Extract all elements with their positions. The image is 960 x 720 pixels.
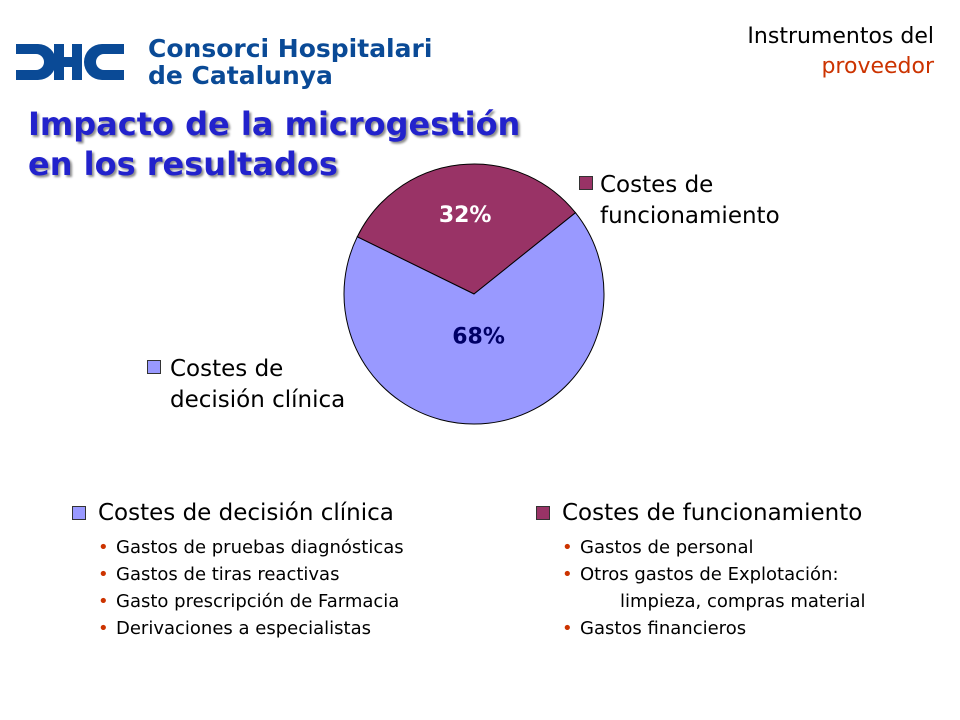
list-item-text: Gastos de tiras reactivas — [116, 564, 340, 585]
callout-decision-line2: decisión clínica — [170, 387, 346, 413]
list-decision-heading: Costes de decisión clínica — [98, 500, 394, 526]
pie-label-funcionamiento: 32% — [439, 203, 492, 228]
page-title-line2: en los resultados — [28, 145, 338, 183]
callout-funcionamiento-line2: funcionamiento — [600, 203, 780, 229]
list-item: • Derivaciones a especialistas — [98, 615, 404, 642]
list-item-text: limpieza, compras material — [620, 591, 866, 612]
list-item: • Gastos financieros — [562, 615, 866, 642]
logo-text-line1: Consorci Hospitalari — [148, 34, 433, 63]
bullet-icon: • — [98, 537, 109, 558]
bullet-icon: • — [562, 618, 573, 639]
list-item-text: Gastos de pruebas diagnósticas — [116, 537, 404, 558]
bullet-icon: • — [98, 564, 109, 585]
chc-logo: Consorci Hospitalari de Catalunya — [14, 34, 432, 90]
list-item: • Gastos de tiras reactivas — [98, 561, 404, 588]
section-label: Instrumentos del proveedor — [747, 22, 934, 82]
pie-label-decision: 68% — [452, 324, 505, 349]
callout-funcionamiento-line1: Costes de — [600, 172, 714, 198]
list-decision-items: • Gastos de pruebas diagnósticas • Gastos … — [72, 534, 404, 642]
list-funcionamiento-heading: Costes de funcionamiento — [562, 500, 863, 526]
list-decision: Costes de decisión clínica • Gastos de pr… — [72, 498, 404, 642]
list-funcionamiento-swatch — [536, 506, 550, 520]
list-item-text: Gastos de personal — [580, 537, 754, 558]
list-decision-heading-row: Costes de decisión clínica — [72, 498, 404, 528]
logo-text-line2: de Catalunya — [148, 61, 333, 90]
list-item-text: Gasto prescripción de Farmacia — [116, 591, 400, 612]
page-title: Impacto de la microgestión en los result… — [28, 104, 520, 184]
legend-swatch-funcionamiento — [579, 176, 593, 190]
list-item: • Gastos de pruebas diagnósticas — [98, 534, 404, 561]
list-item-text: Gastos financieros — [580, 618, 747, 639]
chc-logo-mark-icon — [14, 40, 126, 84]
callout-decision-line1: Costes de — [170, 356, 284, 382]
pie-slice-decision — [343, 212, 605, 425]
list-funcionamiento-items: • Gastos de personal • Otros gastos de Exp… — [536, 534, 866, 642]
list-funcionamiento-heading-row: Costes de funcionamiento — [536, 498, 866, 528]
list-item: • Otros gastos de Explotación: — [562, 561, 866, 588]
list-item-continuation: limpieza, compras material — [562, 588, 866, 615]
bullet-icon: • — [562, 564, 573, 585]
section-label-line1: Instrumentos del — [747, 24, 934, 49]
bullet-icon: • — [98, 618, 109, 639]
list-item: • Gasto prescripción de Farmacia — [98, 588, 404, 615]
list-funcionamiento: Costes de funcionamiento • Gastos de pers… — [536, 498, 866, 642]
list-item-text: Otros gastos de Explotación: — [580, 564, 839, 585]
list-decision-swatch — [72, 506, 86, 520]
section-label-line2: proveedor — [821, 54, 934, 79]
list-item: • Gastos de personal — [562, 534, 866, 561]
page-title-line1: Impacto de la microgestión — [28, 105, 521, 143]
list-item-text: Derivaciones a especialistas — [116, 618, 371, 639]
bullet-icon: • — [98, 591, 109, 612]
legend-swatch-decision — [147, 360, 161, 374]
callout-decision: Costes de decisión clínica — [170, 354, 345, 416]
bullet-icon: • — [562, 537, 573, 558]
callout-funcionamiento: Costes de funcionamiento — [600, 170, 780, 232]
logo-text: Consorci Hospitalari de Catalunya — [148, 35, 432, 89]
pie-slice-funcionamiento — [356, 163, 577, 295]
